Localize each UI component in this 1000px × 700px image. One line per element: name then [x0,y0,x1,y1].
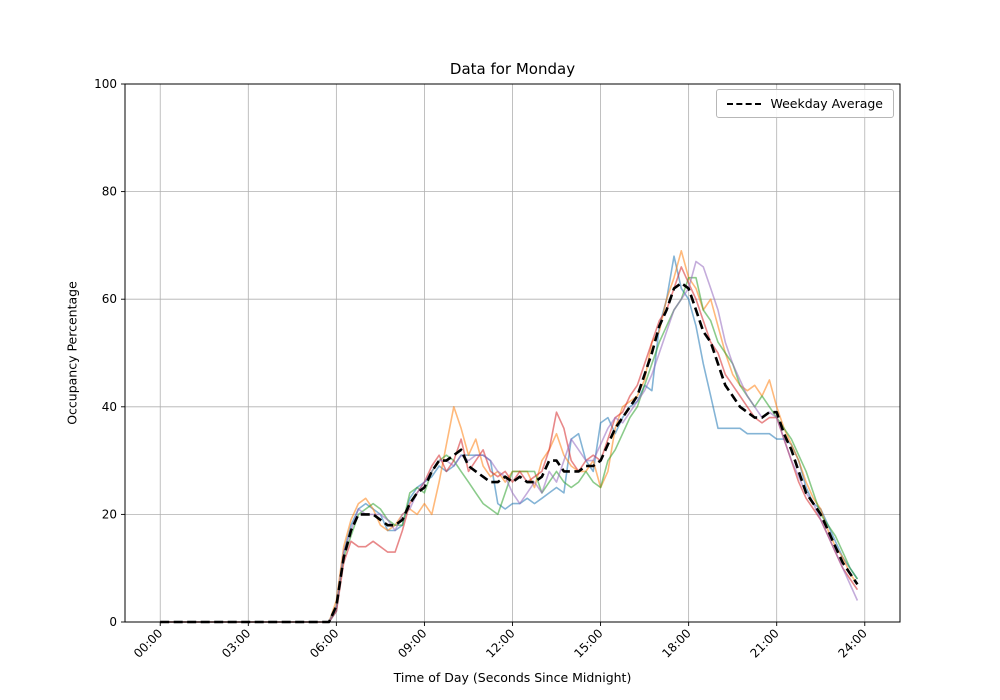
line-series-2 [160,250,859,623]
x-tick-label: 24:00 [836,626,870,660]
x-tick-label: 00:00 [131,626,165,660]
line-Weekday Average [160,281,859,624]
line-series-3 [160,276,859,623]
y-tick-label: 80 [102,185,117,199]
tick-marks [121,83,866,626]
x-axis-label: Time of Day (Seconds Since Midnight) [393,670,632,685]
dashed-line-icon [727,102,762,105]
legend-label: Weekday Average [770,96,883,111]
line-series-5 [160,260,859,623]
x-tick-label: 03:00 [219,626,253,660]
line-series-4 [160,266,859,623]
y-axis-label: Occupancy Percentage [64,281,80,425]
x-tick-label: 18:00 [659,626,693,660]
y-tick-label: 40 [102,400,117,414]
x-tick-label: 06:00 [307,626,341,660]
x-tick-label: 12:00 [483,626,517,660]
tick-labels: 00:00 03:00 06:00 09:00 12:00 15:00 18:00 21:00… [94,77,870,661]
gridlines [125,83,900,623]
legend: Weekday Average [716,89,894,118]
x-tick-label: 09:00 [395,626,429,660]
line-series-1 [160,255,859,623]
y-tick-label: 100 [94,77,117,91]
x-tick-label: 15:00 [571,626,605,660]
y-tick-label: 0 [109,615,117,629]
y-tick-label: 20 [102,507,117,521]
chart-title: Data for Monday [449,60,576,78]
y-tick-label: 60 [102,292,117,306]
x-tick-label: 21:00 [747,626,781,660]
